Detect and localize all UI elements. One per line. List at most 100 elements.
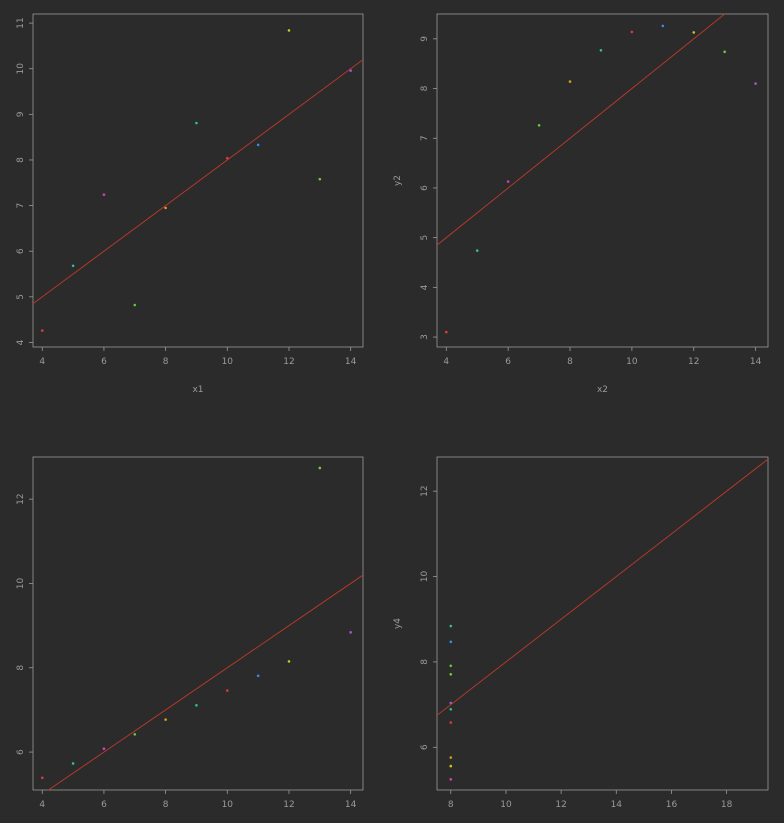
panel4-data-point [449, 664, 453, 668]
panel1-ytick-label: 11 [16, 17, 26, 28]
panel2-data-point [599, 48, 603, 52]
panel4-ylabel: y4 [393, 618, 403, 629]
panel4-ytick-label: 6 [420, 744, 430, 750]
panel4-xtick-label: 14 [611, 800, 623, 810]
panel1-ytick-label: 8 [16, 157, 26, 163]
panel3-ytick-label: 12 [16, 493, 26, 504]
panel4-xtick-label: 12 [555, 800, 566, 810]
panel1-regression-line [33, 59, 363, 305]
panel4-xtick-label: 18 [721, 800, 733, 810]
panel2-plot-frame [436, 13, 769, 348]
panel1-xtick-label: 10 [222, 357, 234, 367]
panel2-ytick-label: 5 [420, 235, 430, 241]
panel3-panel: 4 6 8 10 12 14 6 8 10 12 [16, 456, 364, 810]
panel4-plot-frame [436, 456, 769, 791]
panel3-xtick-label: 8 [163, 800, 169, 810]
panel2-data-point [630, 30, 634, 34]
panel3-data-point [164, 718, 167, 721]
panel2-xtick-label: 12 [688, 357, 699, 367]
panel1-data-point [349, 69, 352, 72]
panel1-data-point [287, 29, 291, 32]
panel4-xtick-label: 10 [500, 800, 512, 810]
panel1-plot-frame [32, 13, 364, 348]
panel3-ytick-label: 8 [16, 665, 26, 671]
panel4-data-point [449, 721, 453, 724]
panel3-xtick-label: 4 [39, 800, 45, 810]
panel1-xlabel: x1 [192, 385, 203, 395]
panel3-data-point [287, 660, 291, 663]
panel3-data-point [102, 747, 106, 750]
panel4-ytick-label: 10 [420, 571, 430, 583]
panel3-data-point [71, 762, 75, 765]
panel3-ytick-label: 10 [16, 577, 26, 589]
panel4-data-point [449, 640, 453, 644]
panel1-panel: 4 6 8 10 12 14 4 5 6 7 8 9 10 11 x1 [16, 13, 364, 395]
panel2-xlabel: x2 [597, 385, 608, 395]
panel1-ytick-label: 9 [16, 111, 26, 117]
panel3-data-point [318, 466, 322, 470]
panel1-ytick-label: 10 [16, 63, 26, 75]
panel2-regression-line [437, 14, 726, 246]
panel3-data-point [256, 674, 260, 678]
panel2-xtick-label: 10 [626, 357, 638, 367]
panel4-ytick-label: 8 [420, 659, 430, 665]
panel4-xtick-label: 8 [448, 800, 454, 810]
panel4-xtick-label: 16 [666, 800, 678, 810]
panel1-data-point [164, 206, 167, 210]
panel3-data-point [195, 703, 198, 707]
panel2-data-point [692, 31, 696, 34]
panel4-data-point [449, 764, 453, 768]
panel4-ytick-label: 12 [420, 485, 430, 496]
panel1-data-point [225, 156, 229, 160]
panel1-ytick-label: 7 [16, 203, 26, 209]
panel2-ylabel: y2 [393, 175, 403, 186]
panel1-data-point [133, 303, 137, 307]
panel3-xtick-label: 12 [283, 800, 294, 810]
panel2-data-point [537, 124, 541, 127]
panel3-data-point [349, 631, 352, 634]
panel1-data-point [71, 264, 75, 268]
panel2-ytick-label: 8 [420, 85, 430, 91]
panel2-panel: 4 6 8 10 12 14 3 4 5 6 7 8 9 x2 y2 [393, 13, 769, 395]
panel2-ytick-label: 4 [420, 284, 430, 290]
panel2-data-point [661, 24, 665, 28]
panel1-data-point [40, 329, 44, 332]
panel1-xtick-label: 4 [39, 357, 45, 367]
panel4-data-point [449, 756, 453, 759]
panel4-data-point [449, 708, 453, 711]
panel3-plot-frame [32, 456, 364, 791]
panel2-data-point [444, 330, 448, 334]
panel3-regression-line [47, 574, 363, 790]
panel1-xtick-label: 14 [345, 357, 357, 367]
panel2-xtick-label: 8 [567, 357, 573, 367]
panel4-panel: 8 10 12 14 16 18 6 8 10 12 y4 [393, 456, 769, 810]
panel1-data-point [195, 121, 198, 125]
panel2-xtick-label: 4 [443, 357, 449, 367]
panel2-ytick-label: 3 [420, 334, 430, 340]
panel1-data-point [256, 143, 260, 147]
panel2-xtick-label: 14 [750, 357, 762, 367]
panel3-ytick-label: 6 [16, 749, 26, 755]
panel3-data-point [40, 776, 44, 780]
panel4-data-point [449, 624, 453, 628]
panel2-data-point [568, 80, 572, 83]
panel2-data-point [475, 249, 479, 252]
panel3-xtick-label: 6 [101, 800, 107, 810]
panel2-ytick-label: 7 [420, 135, 430, 141]
panel1-data-point [102, 193, 106, 196]
panel1-ytick-label: 5 [16, 294, 26, 300]
panel3-data-point [225, 689, 229, 692]
panel1-xtick-label: 6 [101, 357, 107, 367]
panel4-data-point [449, 701, 453, 705]
panel1-xtick-label: 12 [283, 357, 294, 367]
panel1-xtick-label: 8 [163, 357, 169, 367]
panel4-data-point [449, 673, 453, 676]
panel2-xtick-label: 6 [505, 357, 511, 367]
panel2-data-point [754, 82, 757, 85]
panel1-ytick-label: 4 [16, 339, 26, 345]
panel3-xtick-label: 14 [345, 800, 357, 810]
panel4-data-point [449, 778, 453, 781]
panel2-ytick-label: 9 [420, 36, 430, 42]
panel1-ytick-label: 6 [16, 248, 26, 254]
